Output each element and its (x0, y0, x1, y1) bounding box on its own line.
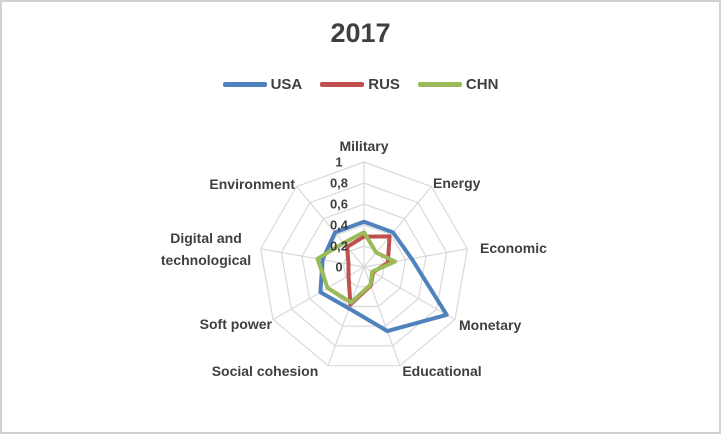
chart-legend: USA RUS CHN (2, 76, 719, 93)
axis-label-digital-and-technological-line1: Digital and (170, 230, 242, 246)
legend-label-chn: CHN (465, 76, 499, 93)
series-line-chn (315, 230, 397, 305)
radial-tick-labels: 0 0,2 0,4 0,6 0,8 1 (330, 155, 349, 275)
tick-label-0,6: 0,6 (330, 197, 348, 212)
axis-label-energy: Energy (433, 175, 481, 191)
axis-label-environment: Environment (209, 176, 295, 192)
legend-item-chn: CHN (417, 76, 499, 93)
legend-line-swatch-chn (417, 82, 462, 87)
axis-labels: Military Energy Economic Monetary Educationa… (161, 138, 547, 379)
axis-label-monetary: Monetary (459, 317, 521, 333)
tick-label-1: 1 (335, 155, 342, 170)
legend-line-swatch-usa (222, 82, 267, 87)
axis-label-educational: Educational (402, 363, 481, 379)
axis-label-soft-power: Soft power (200, 316, 273, 332)
series-line-usa (318, 219, 449, 334)
axis-label-military: Military (339, 138, 388, 154)
axis-label-economic: Economic (480, 240, 547, 256)
chart-title: 2017 (330, 18, 391, 48)
axis-label-social-cohesion: Social cohesion (212, 363, 319, 379)
legend-label-usa: USA (270, 76, 303, 93)
grid-rings (259, 161, 469, 367)
legend-line-swatch-rus (320, 82, 365, 87)
legend-label-rus: RUS (368, 76, 400, 93)
tick-label-0,4: 0,4 (330, 218, 349, 233)
tick-label-0: 0 (335, 260, 342, 275)
axis-label-digital-and-technological-line2: technological (161, 252, 251, 268)
legend-item-rus: RUS (320, 76, 400, 93)
tick-label-0,8: 0,8 (330, 176, 348, 191)
tick-label-0,2: 0,2 (330, 239, 348, 254)
legend-item-usa: USA (222, 76, 303, 93)
